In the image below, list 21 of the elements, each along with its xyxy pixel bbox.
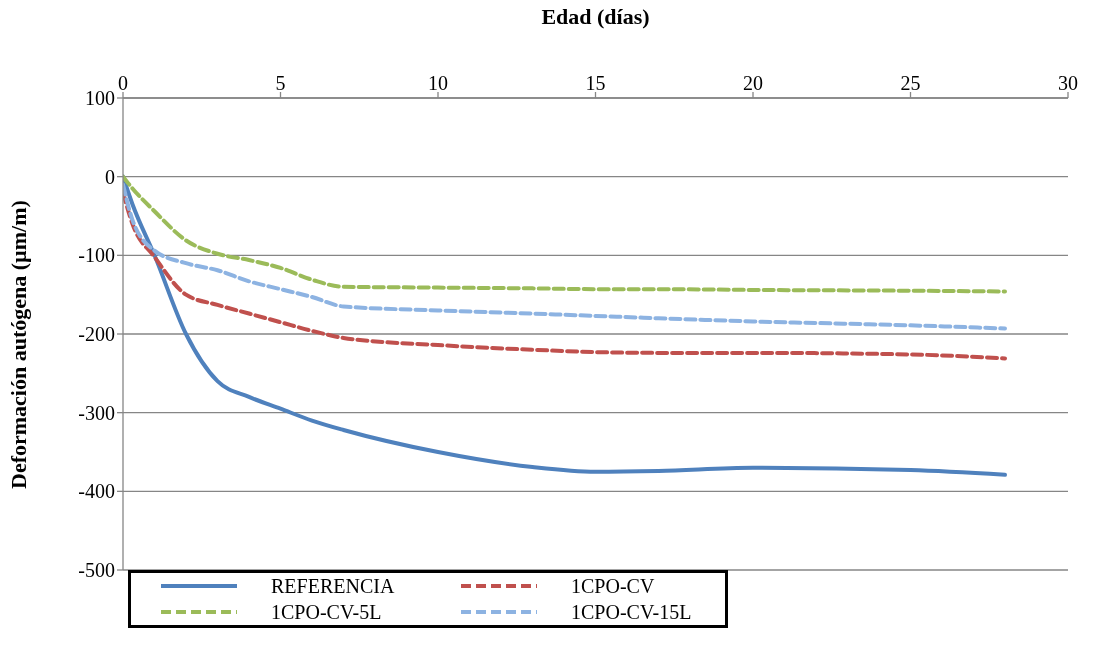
y-tick-label: -400: [78, 480, 115, 503]
y-tick-label: 100: [85, 87, 115, 110]
y-tick-label: -200: [78, 323, 115, 346]
legend-label: 1CPO-CV-15L: [571, 600, 692, 624]
x-tick-label: 15: [585, 72, 606, 94]
y-tick-label: -500: [78, 559, 115, 582]
y-axis-title: Deformación autógena (µm/m): [5, 200, 31, 489]
y-tick-label: -300: [78, 401, 115, 424]
x-tick-label: 30: [1058, 72, 1078, 94]
y-tick-label: 0: [105, 165, 115, 188]
line-series: [123, 182, 1007, 331]
y-tick-label: -100: [78, 244, 115, 267]
x-tick-label: 20: [743, 72, 763, 94]
legend-label: 1CPO-CV-5L: [271, 600, 382, 624]
x-tick-label: 5: [275, 72, 286, 94]
legend-label: REFERENCIA: [271, 574, 395, 598]
x-tick-label: 25: [900, 72, 921, 94]
line-series: [123, 174, 1007, 294]
x-axis-title: Edad (días): [541, 3, 650, 29]
legend-label: 1CPO-CV: [571, 574, 655, 598]
x-tick-label: 10: [428, 72, 448, 94]
